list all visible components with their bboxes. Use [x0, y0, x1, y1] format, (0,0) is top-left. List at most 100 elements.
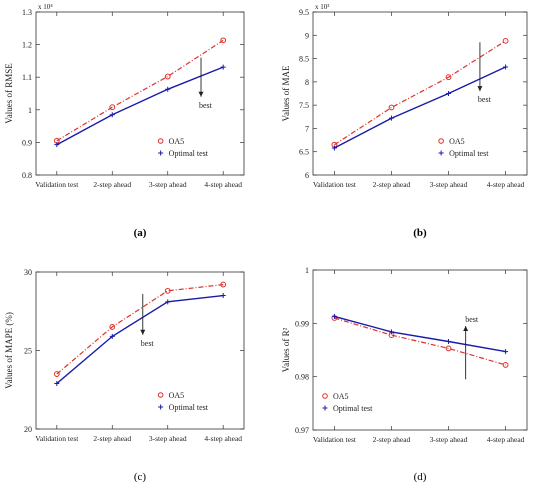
legend-label: Optimal test: [333, 404, 373, 413]
y-axis-title: Values of R²: [281, 327, 291, 372]
legend-label: OA5: [169, 137, 185, 146]
best-arrow-head: [198, 91, 204, 97]
y-tick-label: 6.5: [299, 148, 309, 157]
series-line-1: [334, 66, 506, 149]
best-arrow-head: [477, 86, 483, 92]
chart-panel-2: 20 25 30 Validation test 2-step ahead 3-step …: [4, 268, 245, 483]
chart-panels: 0.8 0.9 1 1.1 1.2 1.3 Validation test 2-step ah…: [4, 3, 528, 483]
y-tick-label: 25: [24, 347, 32, 356]
x-tick-label: 4-step ahead: [487, 180, 525, 189]
plot-frame: [312, 11, 528, 176]
data-point: [502, 362, 509, 368]
data-point: [388, 329, 394, 335]
best-annotation: best: [141, 339, 155, 348]
legend-marker: [438, 138, 444, 144]
y-tick-label: 0.98: [295, 373, 309, 382]
y-tick-label: 1.1: [22, 73, 32, 82]
y-tick-label: 0.9: [22, 138, 32, 147]
best-arrow-head: [140, 329, 146, 335]
x-tick-label: 4-step ahead: [487, 435, 525, 444]
series-line-0: [334, 40, 506, 146]
best-annotation: best: [478, 95, 492, 104]
data-point: [54, 380, 60, 386]
x-tick-label: 3-step ahead: [430, 435, 468, 444]
data-point: [53, 371, 60, 377]
y-tick-label: 0.8: [22, 171, 32, 180]
y-tick-label: 8: [305, 78, 309, 87]
legend-marker: [157, 392, 164, 398]
data-point: [503, 349, 509, 355]
data-point: [503, 64, 509, 70]
legend-marker: [438, 150, 444, 156]
data-point: [220, 37, 227, 44]
x-tick-label: 4-step ahead: [204, 180, 242, 189]
data-point: [446, 91, 452, 96]
legend-label: Optimal test: [169, 149, 209, 158]
y-tick-label: 9.5: [299, 8, 309, 17]
data-point: [220, 64, 226, 70]
data-point: [388, 104, 395, 111]
best-annotation: best: [465, 315, 479, 324]
y-tick-label: 8.5: [299, 55, 309, 64]
series-line-0: [56, 39, 224, 142]
chart-panel-3: 0.97 0.98 0.99 1 Validation test 2-step ahead…: [281, 266, 528, 483]
y-tick-label: 6: [305, 171, 309, 180]
y-tick-label: 20: [24, 425, 32, 434]
data-point: [109, 104, 116, 111]
data-point: [109, 324, 116, 330]
x-tick-label: 3-step ahead: [149, 434, 187, 443]
y-tick-label: 0.99: [295, 319, 309, 328]
legend-marker: [322, 393, 328, 399]
legend-label: OA5: [449, 137, 465, 146]
chart-panel-1: 6 6.5 7 7.5 8 8.5 9 9.5 Validation test 2-step ah…: [281, 3, 528, 239]
data-point: [164, 73, 171, 80]
y-axis-title: Values of MAPE (%): [4, 312, 14, 389]
data-point: [109, 333, 115, 339]
best-annotation: best: [199, 101, 213, 110]
x-tick-label: Validation test: [35, 180, 79, 189]
legend-marker: [157, 138, 164, 144]
series-line-1: [56, 294, 224, 385]
data-point: [164, 287, 171, 294]
data-point: [331, 313, 337, 319]
y-tick-label: 1: [305, 266, 309, 275]
x-tick-label: 3-step ahead: [430, 180, 468, 189]
series-line-1: [56, 66, 224, 146]
y-tick-label: 7: [305, 124, 309, 133]
panel-label: (c): [134, 471, 147, 483]
legend-marker: [158, 150, 164, 156]
data-point: [54, 142, 60, 148]
panel-label: (a): [134, 227, 147, 239]
y-tick-label: 7.5: [299, 101, 309, 110]
data-point: [388, 115, 394, 121]
x-tick-label: 2-step ahead: [93, 434, 131, 443]
legend-label: OA5: [333, 392, 349, 401]
y-tick-label: 1.2: [22, 41, 32, 50]
x-tick-label: Validation test: [35, 434, 79, 443]
data-point: [165, 86, 171, 92]
data-point: [331, 145, 337, 151]
chart-panel-0: 0.8 0.9 1 1.1 1.2 1.3 Validation test 2-step ah…: [4, 3, 245, 239]
x-tick-label: 4-step ahead: [204, 434, 242, 443]
legend-label: OA5: [169, 391, 185, 400]
panel-label: (d): [414, 471, 427, 483]
x-tick-label: Validation test: [313, 435, 357, 444]
x-tick-label: 2-step ahead: [373, 180, 411, 189]
y-tick-label: 9: [305, 31, 309, 40]
y-tick-label: 1: [28, 106, 32, 115]
x-tick-label: 3-step ahead: [149, 180, 187, 189]
data-point: [220, 281, 227, 288]
x-tick-label: Validation test: [313, 180, 357, 189]
y-tick-label: 0.97: [295, 426, 309, 435]
data-point: [220, 293, 226, 299]
y-axis-title: Values of MAE: [281, 65, 291, 121]
exponent-label: x 10³: [315, 3, 329, 11]
data-point: [445, 74, 452, 81]
plot-frame: [35, 11, 245, 176]
plot-frame: [35, 271, 245, 430]
series-line-1: [334, 315, 506, 353]
y-tick-label: 1.3: [22, 8, 32, 17]
data-point: [502, 37, 509, 44]
series-line-0: [334, 317, 506, 366]
exponent-label: x 10⁴: [38, 3, 53, 11]
